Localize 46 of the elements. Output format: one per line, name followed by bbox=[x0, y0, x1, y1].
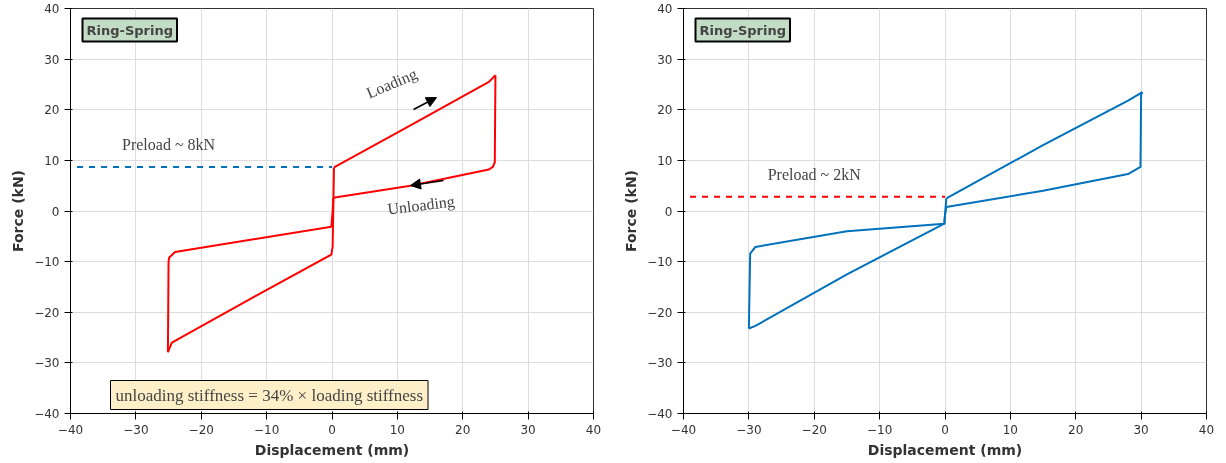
y-tick-label: −30 bbox=[34, 356, 60, 371]
annotation: Ring-Spring bbox=[86, 22, 174, 38]
y-tick-label: −30 bbox=[647, 356, 673, 371]
x-tick-label: −20 bbox=[801, 422, 827, 437]
x-tick-label: 20 bbox=[1068, 422, 1084, 437]
x-tick-label: −20 bbox=[188, 422, 214, 437]
x-tick-label: −40 bbox=[57, 422, 84, 437]
y-tick-label: 20 bbox=[44, 103, 60, 118]
x-tick-label: −30 bbox=[123, 422, 149, 437]
x-tick-label: −10 bbox=[866, 422, 893, 437]
y-tick-label: 40 bbox=[657, 2, 673, 16]
y-tick-label: 30 bbox=[657, 52, 673, 67]
x-tick-label: −10 bbox=[253, 422, 280, 437]
y-tick-label: 10 bbox=[44, 153, 60, 168]
x-tick-label: −30 bbox=[736, 422, 762, 437]
y-tick-label: −10 bbox=[647, 255, 673, 270]
x-tick-label: 0 bbox=[328, 422, 336, 437]
annotation: Unloading bbox=[386, 192, 456, 219]
y-tick-label: 0 bbox=[664, 204, 673, 219]
x-tick-label: 40 bbox=[1198, 422, 1215, 437]
y-tick-label: 40 bbox=[44, 2, 60, 16]
y-tick-label: −20 bbox=[34, 305, 60, 320]
x-tick-label: 20 bbox=[455, 422, 471, 437]
y-tick-label: 20 bbox=[657, 103, 673, 118]
x-tick-label: −40 bbox=[670, 422, 697, 437]
x-tick-label: 30 bbox=[1133, 422, 1149, 437]
x-tick-label: 40 bbox=[585, 422, 602, 437]
y-axis-title: Force (kN) bbox=[623, 169, 640, 253]
y-tick-label: −10 bbox=[34, 255, 60, 270]
y-tick-label: −20 bbox=[647, 305, 673, 320]
y-tick-label: 10 bbox=[657, 153, 673, 168]
y-tick-label: 30 bbox=[44, 52, 60, 67]
annotation: Ring-Spring bbox=[699, 22, 787, 38]
x-tick-label: 10 bbox=[1002, 422, 1019, 437]
y-axis-title: Force (kN) bbox=[10, 169, 27, 253]
annotation: Preload ~ 8kN bbox=[122, 135, 216, 153]
x-tick-label: 10 bbox=[389, 422, 406, 437]
x-tick-label: 30 bbox=[520, 422, 536, 437]
annotation: Preload ~ 2kN bbox=[767, 165, 862, 183]
y-tick-label: −40 bbox=[647, 407, 673, 421]
x-tick-label: 0 bbox=[941, 422, 949, 437]
x-axis-title: Displacement (mm) bbox=[254, 441, 410, 458]
annotation: unloading stiffness = 34% × loading stiffness bbox=[115, 385, 424, 405]
x-axis-title: Displacement (mm) bbox=[867, 441, 1023, 458]
y-tick-label: 0 bbox=[51, 204, 60, 219]
y-tick-label: −40 bbox=[34, 407, 60, 421]
